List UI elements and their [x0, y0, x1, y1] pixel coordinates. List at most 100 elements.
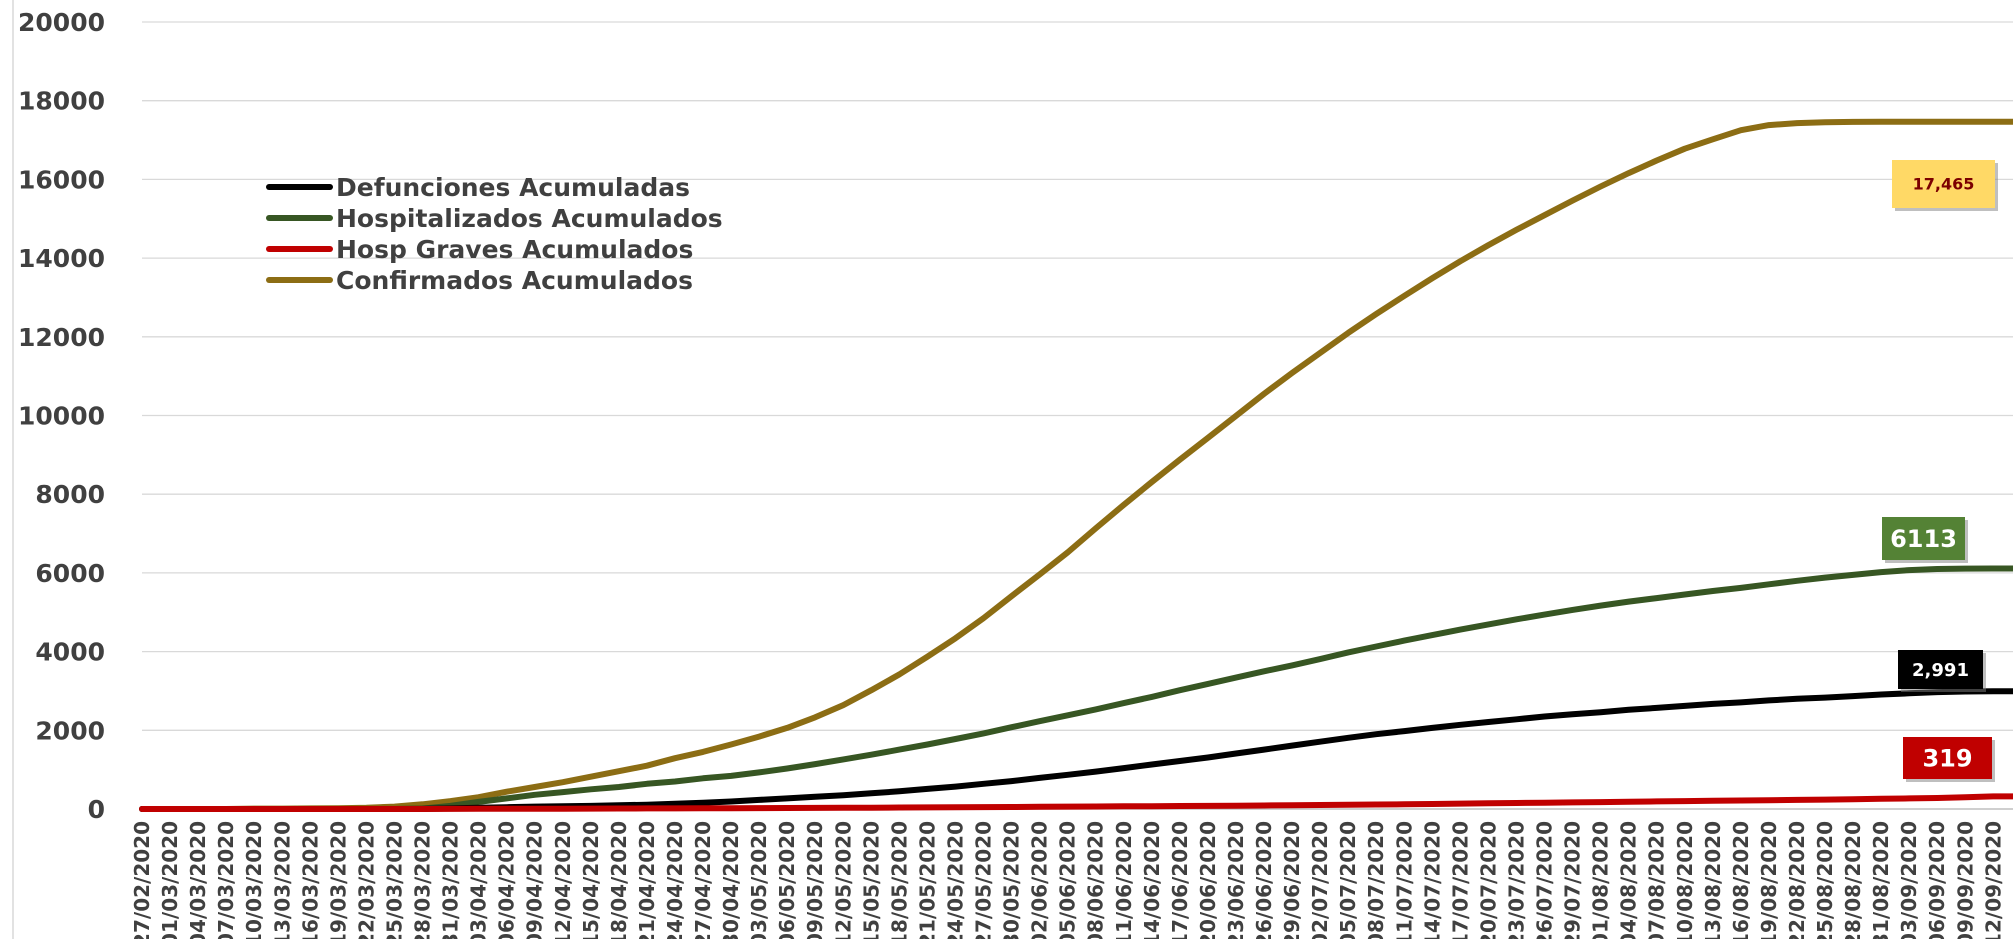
legend-label: Hosp Graves Acumulados — [336, 235, 693, 264]
x-tick-label: 31/08/2020 — [1869, 821, 1893, 939]
x-tick-label: 06/04/2020 — [495, 821, 519, 939]
series-line-2 — [139, 565, 2013, 812]
x-tick-label: 27/02/2020 — [130, 821, 154, 939]
x-tick-label: 25/08/2020 — [1813, 821, 1837, 939]
x-tick-label: 16/08/2020 — [1729, 821, 1753, 939]
data-label: 2,991 — [1912, 660, 1969, 681]
data-label: 17,465 — [1913, 175, 1975, 194]
x-tick-label: 27/05/2020 — [972, 821, 996, 939]
x-tick-label: 20/06/2020 — [1196, 821, 1220, 939]
x-tick-label: 30/05/2020 — [1000, 821, 1024, 939]
x-tick-label: 09/09/2020 — [1953, 821, 1977, 939]
x-tick-label: 13/03/2020 — [270, 821, 294, 939]
x-tick-label: 01/03/2020 — [158, 821, 182, 939]
x-tick-label: 03/05/2020 — [747, 821, 771, 939]
x-tick-label: 02/06/2020 — [1028, 821, 1052, 939]
end-value-labels: 2,991 6113 319 17,465 — [1882, 160, 1998, 782]
x-tick-label: 05/07/2020 — [1336, 821, 1360, 939]
x-tick-label: 07/03/2020 — [214, 821, 238, 939]
data-label: 319 — [1922, 744, 1972, 772]
x-tick-label: 03/04/2020 — [467, 821, 491, 939]
y-tick-label: 18000 — [18, 87, 105, 116]
x-tick-label: 03/09/2020 — [1897, 821, 1921, 939]
x-tick-label: 22/03/2020 — [354, 821, 378, 939]
x-tick-label: 23/07/2020 — [1504, 821, 1528, 939]
gridlines — [142, 21, 2013, 810]
x-tick-label: 29/06/2020 — [1280, 821, 1304, 939]
legend-label: Hospitalizados Acumulados — [336, 204, 723, 233]
series-line-3 — [139, 793, 2013, 812]
x-tick-label: 28/03/2020 — [411, 821, 435, 939]
x-axis-tick-labels: 27/02/2020 01/03/2020 04/03/2020 07/03/2020… — [130, 821, 2013, 944]
x-tick-label: 14/06/2020 — [1140, 821, 1164, 939]
x-tick-label: 24/05/2020 — [943, 821, 967, 939]
x-tick-label: 04/08/2020 — [1617, 821, 1641, 939]
series-lines — [139, 118, 2013, 812]
x-tick-label: 28/08/2020 — [1841, 821, 1865, 939]
x-tick-label: 18/05/2020 — [887, 821, 911, 939]
x-tick-label: 18/04/2020 — [607, 821, 631, 939]
x-tick-label: 19/03/2020 — [326, 821, 350, 939]
x-tick-label: 07/08/2020 — [1645, 821, 1669, 939]
y-tick-label: 8000 — [35, 480, 105, 509]
y-tick-label: 16000 — [18, 165, 105, 194]
x-tick-label: 30/04/2020 — [719, 821, 743, 939]
x-tick-label: 13/08/2020 — [1701, 821, 1725, 939]
x-tick-label: 16/03/2020 — [298, 821, 322, 939]
x-tick-label: 17/06/2020 — [1168, 821, 1192, 939]
x-tick-label: 11/06/2020 — [1112, 821, 1136, 939]
series-line-4 — [139, 118, 2013, 812]
x-tick-label: 27/04/2020 — [691, 821, 715, 939]
x-tick-label: 31/03/2020 — [439, 821, 463, 939]
y-tick-label: 10000 — [18, 402, 105, 431]
x-tick-label: 23/06/2020 — [1224, 821, 1248, 939]
x-tick-label: 12/04/2020 — [551, 821, 575, 939]
x-tick-label: 02/07/2020 — [1308, 821, 1332, 939]
x-tick-label: 09/05/2020 — [803, 821, 827, 939]
legend-label: Confirmados Acumulados — [336, 266, 693, 295]
x-tick-label: 08/07/2020 — [1364, 821, 1388, 939]
data-label-box — [1898, 650, 1983, 689]
y-tick-label: 0 — [88, 795, 105, 824]
x-tick-label: 19/08/2020 — [1757, 821, 1781, 939]
y-tick-label: 2000 — [35, 716, 105, 745]
data-label-box — [1892, 160, 1995, 208]
y-tick-label: 6000 — [35, 559, 105, 588]
y-tick-label: 20000 — [18, 8, 105, 37]
x-tick-label: 15/09/2020 — [2009, 821, 2013, 939]
legend-label: Defunciones Acumuladas — [336, 173, 690, 202]
data-label: 6113 — [1890, 525, 1957, 553]
x-tick-label: 04/03/2020 — [186, 821, 210, 939]
data-label-box — [1903, 737, 1992, 779]
x-tick-label: 10/08/2020 — [1673, 821, 1697, 939]
x-tick-label: 06/05/2020 — [775, 821, 799, 939]
x-tick-label: 12/05/2020 — [831, 821, 855, 939]
x-tick-label: 21/05/2020 — [915, 821, 939, 939]
x-tick-label: 05/06/2020 — [1056, 821, 1080, 939]
data-label-box — [1882, 517, 1965, 560]
x-tick-label: 01/08/2020 — [1589, 821, 1613, 939]
y-tick-label: 4000 — [35, 638, 105, 667]
y-tick-label: 14000 — [18, 244, 105, 273]
x-tick-label: 09/04/2020 — [523, 821, 547, 939]
x-tick-label: 11/07/2020 — [1392, 821, 1416, 939]
y-tick-label: 12000 — [18, 323, 105, 352]
x-tick-label: 24/04/2020 — [663, 821, 687, 939]
x-tick-label: 25/03/2020 — [382, 821, 406, 939]
x-tick-label: 15/04/2020 — [579, 821, 603, 939]
x-tick-label: 15/05/2020 — [859, 821, 883, 939]
x-tick-label: 20/07/2020 — [1476, 821, 1500, 939]
x-tick-label: 10/03/2020 — [242, 821, 266, 939]
x-tick-label: 06/09/2020 — [1925, 821, 1949, 939]
x-tick-label: 17/07/2020 — [1448, 821, 1472, 939]
series-line-1 — [139, 688, 2013, 812]
x-tick-label: 26/07/2020 — [1533, 821, 1557, 939]
x-tick-label: 22/08/2020 — [1785, 821, 1809, 939]
x-tick-label: 08/06/2020 — [1084, 821, 1108, 939]
x-tick-label: 12/09/2020 — [1981, 821, 2005, 939]
x-tick-label: 26/06/2020 — [1252, 821, 1276, 939]
y-axis-tick-labels: 0 2000 4000 6000 8000 10000 12000 14000 16000 180… — [18, 8, 105, 824]
